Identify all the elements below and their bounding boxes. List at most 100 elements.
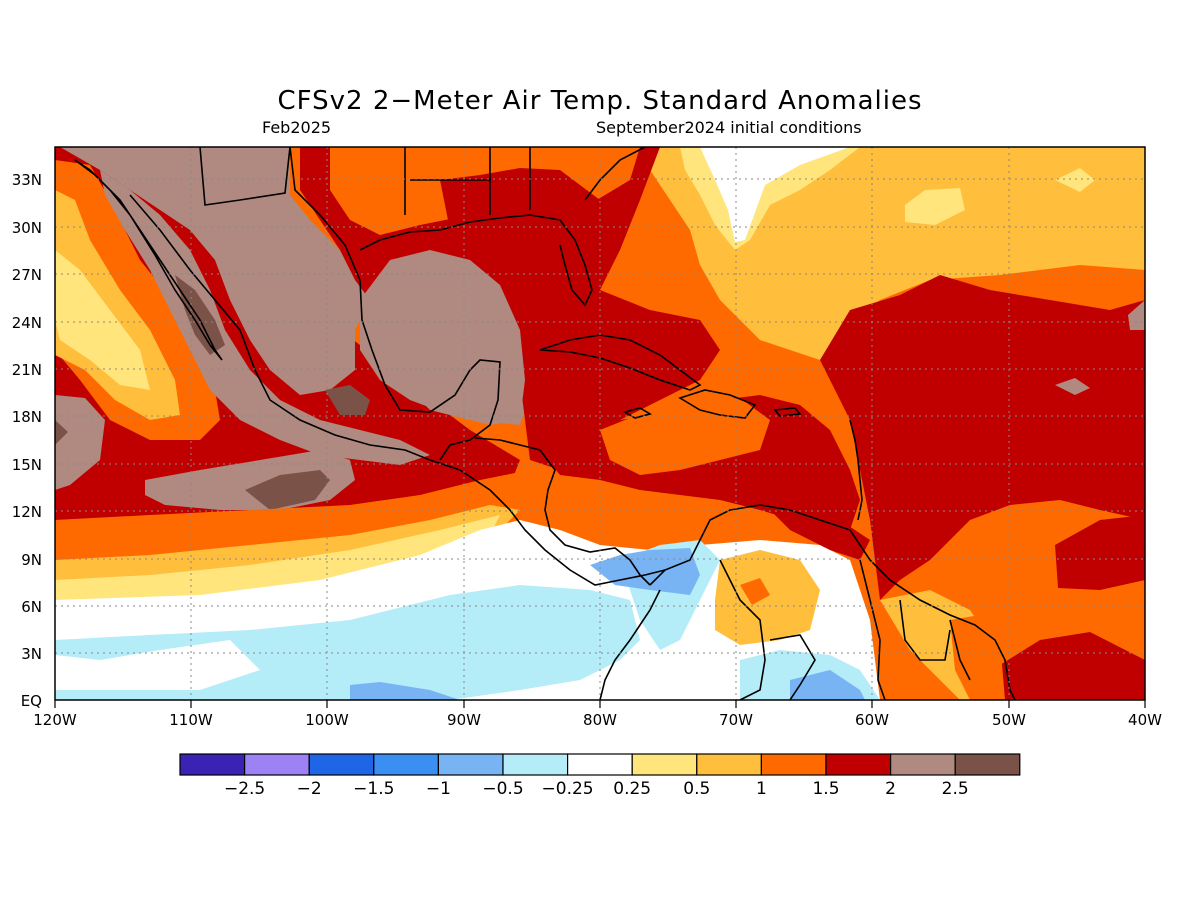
field-red-carib-s bbox=[760, 500, 870, 560]
colorbar-swatch bbox=[696, 753, 762, 776]
lat-label-30n: 30N bbox=[12, 219, 42, 237]
colorbar-swatch bbox=[954, 753, 1021, 776]
colorbar-label: 1 bbox=[756, 779, 767, 799]
field-taupe-atlantic bbox=[1055, 378, 1090, 395]
field-orange-carib-mid bbox=[600, 398, 770, 475]
chart-title: CFSv2 2−Meter Air Temp. Standard Anomali… bbox=[277, 86, 923, 116]
field-yellow-etpac bbox=[55, 515, 500, 610]
field-yellow-patch2 bbox=[1055, 168, 1095, 192]
colorbar-swatch bbox=[308, 753, 375, 776]
colorbar-swatch bbox=[437, 753, 504, 776]
colorbar-label: 0.25 bbox=[613, 779, 651, 799]
coast-us-gulf bbox=[359, 214, 593, 307]
lon-label-60w: 60W bbox=[855, 711, 889, 729]
colorbar: −2.5 −2 −1.5 −1 −0.5 −0.25 0.25 0.5 1 1.5 2 2.5 bbox=[179, 753, 1021, 799]
tick-marks bbox=[54, 700, 1146, 708]
colorbar-swatch bbox=[244, 753, 310, 776]
colorbar-label: −2 bbox=[297, 779, 322, 799]
lon-label-80w: 80W bbox=[583, 711, 617, 729]
field-blue-panama bbox=[590, 548, 700, 595]
coast-mexico-pacific bbox=[129, 194, 666, 586]
lat-label-9n: 9N bbox=[21, 551, 42, 569]
lat-label-3n: 3N bbox=[21, 645, 42, 663]
colorbar-label: 0.5 bbox=[683, 779, 710, 799]
coast-atlantic-us bbox=[584, 147, 646, 201]
border-sa-5 bbox=[899, 599, 951, 661]
field-taupe-gulf bbox=[360, 250, 525, 425]
colorbar-label: −0.25 bbox=[542, 779, 594, 799]
colorbar-label: 2.5 bbox=[942, 779, 969, 799]
field-yellow-pacific bbox=[55, 250, 150, 390]
field-red-southeast bbox=[1000, 632, 1145, 700]
colorbar-label: 1.5 bbox=[812, 779, 839, 799]
field-blue-etpac bbox=[350, 682, 460, 700]
field-taupe-pacific-w bbox=[55, 395, 105, 490]
lon-labels: 120W 110W 100W 90W 80W 70W 60W 50W 40W bbox=[33, 711, 1162, 729]
coast-gulf bbox=[289, 147, 501, 461]
colorbar-swatch bbox=[889, 753, 956, 776]
border-mexico-us bbox=[199, 147, 291, 206]
grid-lines bbox=[55, 147, 1145, 700]
colorbar-swatch bbox=[502, 753, 569, 776]
coast-puerto-rico bbox=[773, 407, 802, 417]
field-brown-mexico-s bbox=[325, 385, 370, 415]
valid-month: Feb2025 bbox=[262, 118, 332, 137]
field-brown-pac-center bbox=[245, 470, 330, 510]
colorbar-swatch bbox=[825, 753, 892, 776]
field-taupe-east bbox=[1128, 300, 1145, 330]
field-orange-sa bbox=[740, 578, 770, 605]
colorbar-swatch bbox=[373, 753, 439, 776]
anomaly-field bbox=[55, 147, 1145, 700]
colorbar-label: −2.5 bbox=[224, 779, 265, 799]
colorbar-label: −1.5 bbox=[353, 779, 394, 799]
lon-label-100w: 100W bbox=[305, 711, 349, 729]
field-red-east bbox=[1055, 515, 1145, 590]
colorbar-label: −1 bbox=[426, 779, 451, 799]
border-sa-2 bbox=[719, 559, 766, 700]
lat-label-21n: 21N bbox=[12, 361, 42, 379]
colorbar-swatch bbox=[760, 753, 827, 776]
field-blue-sa bbox=[790, 670, 865, 700]
lon-label-50w: 50W bbox=[992, 711, 1026, 729]
lat-label-12n: 12N bbox=[12, 503, 42, 521]
field-taupe-mexico-2 bbox=[100, 170, 430, 465]
lat-label-18n: 18N bbox=[12, 408, 42, 426]
lat-label-27n: 27N bbox=[12, 266, 42, 284]
lon-label-90w: 90W bbox=[447, 711, 481, 729]
field-red-atlantic bbox=[820, 275, 1145, 600]
lat-label-eq: EQ bbox=[21, 692, 42, 710]
field-yellow-patch bbox=[905, 188, 965, 225]
field-red-florida bbox=[440, 168, 620, 310]
lon-label-40w: 40W bbox=[1128, 711, 1162, 729]
field-brown-baja bbox=[175, 275, 225, 355]
lesser-antilles bbox=[849, 419, 863, 521]
field-white-north bbox=[700, 147, 850, 242]
colorbar-swatch bbox=[179, 753, 246, 776]
lat-labels: EQ 3N 6N 9N 12N 15N 18N 21N 24N 27N 30N … bbox=[12, 171, 42, 710]
coast-baja bbox=[74, 159, 223, 361]
colorbar-swatch bbox=[566, 753, 633, 776]
coast-hispaniola bbox=[678, 389, 757, 419]
colorbar-swatch bbox=[631, 753, 698, 776]
field-gold-pacific bbox=[55, 190, 180, 420]
colorbar-label: 2 bbox=[885, 779, 896, 799]
border-sa-6 bbox=[949, 619, 971, 681]
colorbar-label: −0.5 bbox=[482, 779, 523, 799]
lat-label-33n: 33N bbox=[12, 171, 42, 189]
border-sa-3 bbox=[769, 634, 816, 700]
us-states bbox=[404, 147, 531, 215]
field-gold-sa bbox=[715, 550, 820, 645]
border-sa-4 bbox=[859, 559, 886, 700]
coast-central-am bbox=[474, 437, 651, 586]
field-white-etpac-2 bbox=[55, 640, 260, 690]
init-conditions: September2024 initial conditions bbox=[596, 118, 862, 137]
lon-label-110w: 110W bbox=[169, 711, 213, 729]
coast-south-am bbox=[649, 504, 1016, 700]
lon-label-70w: 70W bbox=[719, 711, 753, 729]
lat-label-6n: 6N bbox=[21, 598, 42, 616]
lat-label-15n: 15N bbox=[12, 456, 42, 474]
lon-label-120w: 120W bbox=[33, 711, 77, 729]
field-brown-pacific-w bbox=[55, 420, 68, 445]
lat-label-24n: 24N bbox=[12, 314, 42, 332]
